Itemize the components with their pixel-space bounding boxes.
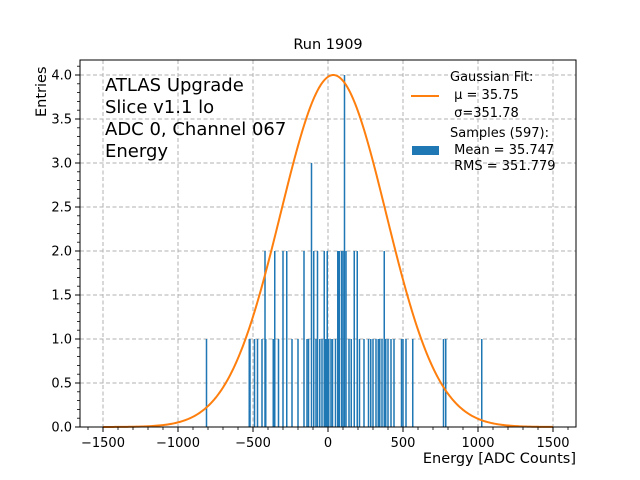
histogram-bar — [253, 339, 256, 427]
histogram-bar — [303, 251, 305, 427]
histogram-bar — [325, 339, 327, 427]
annotation-block: ATLAS Upgrade Slice v1.1 lo ADC 0, Chann… — [105, 75, 286, 162]
y-axis-label: Entries — [34, 66, 50, 117]
histogram-bar — [249, 339, 251, 427]
histogram-bar — [297, 339, 299, 427]
histogram-bars — [205, 75, 483, 427]
histogram-bar — [402, 339, 404, 427]
histogram-bar — [353, 251, 355, 427]
histogram-bar — [343, 75, 346, 427]
histogram-bar — [377, 339, 379, 427]
histogram-bar — [390, 339, 392, 427]
histogram-bar — [330, 339, 332, 427]
legend-samples-swatch — [412, 146, 439, 155]
histogram-bar — [321, 339, 323, 427]
histogram-bar — [265, 339, 267, 427]
histogram-bar — [350, 339, 352, 427]
legend-samples-line-1: Samples (597): — [450, 126, 549, 141]
x-axis-ticks: −1500 −1000 −500 0 500 1000 1500 — [81, 427, 570, 451]
histogram-bar — [205, 339, 208, 427]
histogram-bar — [315, 339, 317, 427]
histogram-bar — [442, 339, 445, 427]
histogram-bar — [328, 339, 330, 427]
legend-fit-line-1: Gaussian Fit: — [450, 70, 533, 85]
histogram-bar — [393, 339, 395, 427]
annotation-line-3: ADC 0, Channel 067 — [105, 119, 286, 140]
histogram-bar — [256, 339, 259, 427]
annotation-line-1: ATLAS Upgrade — [105, 75, 244, 96]
histogram-bar — [445, 339, 447, 427]
histogram-bar — [387, 339, 389, 427]
x-axis-label: Energy [ADC Counts] — [423, 451, 576, 467]
x-tick-label: −1000 — [156, 436, 200, 451]
y-axis-ticks: 0.0 0.5 1.0 1.5 2.0 2.5 3.0 3.5 4.0 — [51, 65, 80, 436]
legend-samples-line-3: RMS = 351.779 — [450, 159, 556, 174]
histogram-bar — [481, 339, 483, 427]
histogram-bar — [358, 339, 361, 427]
histogram-bar — [307, 339, 310, 427]
y-tick-label: 3.5 — [51, 113, 72, 128]
chart-title: Run 1909 — [293, 37, 362, 53]
legend-fit-line-2: μ = 35.75 — [450, 88, 519, 103]
histogram-bar — [345, 251, 347, 427]
gaussian-fit-curve — [103, 74, 554, 428]
histogram-bar — [306, 339, 308, 427]
histogram-bar — [400, 339, 403, 427]
histogram-bar — [261, 339, 263, 427]
histogram-bar — [313, 251, 315, 427]
histogram-bar — [381, 339, 383, 427]
histogram-bar — [331, 339, 334, 427]
histogram-bar — [375, 339, 377, 427]
histogram-bar — [282, 251, 284, 427]
y-tick-label: 4.0 — [51, 69, 72, 84]
x-tick-label: 500 — [391, 436, 416, 451]
histogram-bar — [291, 339, 293, 427]
histogram-bar — [340, 251, 343, 427]
histogram-bar — [412, 339, 414, 427]
legend-fit-line-3: σ=351.78 — [450, 106, 519, 121]
y-tick-label: 0.5 — [51, 377, 72, 392]
histogram-bar — [372, 339, 374, 427]
histogram-bar — [274, 251, 276, 427]
histogram-bar — [367, 339, 370, 427]
x-tick-label: 1000 — [461, 436, 494, 451]
histogram-bar — [405, 339, 407, 427]
histogram-bar — [272, 339, 274, 427]
y-tick-label: 2.5 — [51, 201, 72, 216]
x-tick-label: −1500 — [81, 436, 125, 451]
y-tick-label: 1.5 — [51, 289, 72, 304]
histogram-bar — [316, 251, 319, 427]
histogram-bar — [286, 251, 288, 427]
histogram-bar — [363, 339, 365, 427]
y-tick-label: 0.0 — [51, 421, 72, 436]
legend: Gaussian Fit: μ = 35.75 σ=351.78 Samples… — [411, 70, 556, 174]
histogram-bar — [370, 339, 372, 427]
histogram-bar — [385, 339, 387, 427]
y-tick-label: 3.0 — [51, 157, 72, 172]
histogram-bar — [323, 251, 325, 427]
histogram-bar — [334, 339, 337, 427]
histogram-bar — [348, 339, 350, 427]
histogram-bar — [379, 339, 381, 427]
histogram-bar — [277, 339, 280, 427]
y-tick-label: 1.0 — [51, 333, 72, 348]
x-tick-label: −500 — [235, 436, 271, 451]
y-tick-label: 2.0 — [51, 245, 72, 260]
histogram-bar — [326, 251, 328, 427]
histogram-bar — [356, 251, 358, 427]
x-tick-label: 0 — [324, 436, 332, 451]
histogram-bar — [338, 251, 340, 427]
histogram-bar — [337, 251, 339, 427]
x-tick-label: 1500 — [536, 436, 569, 451]
annotation-line-2: Slice v1.1 lo — [105, 97, 214, 118]
legend-samples-line-2: Mean = 35.747 — [450, 143, 554, 158]
histogram-bar — [319, 339, 321, 427]
histogram-bar — [310, 163, 313, 427]
annotation-line-4: Energy — [105, 141, 168, 162]
histogram-bar — [383, 251, 385, 427]
histogram-bar — [342, 251, 344, 427]
